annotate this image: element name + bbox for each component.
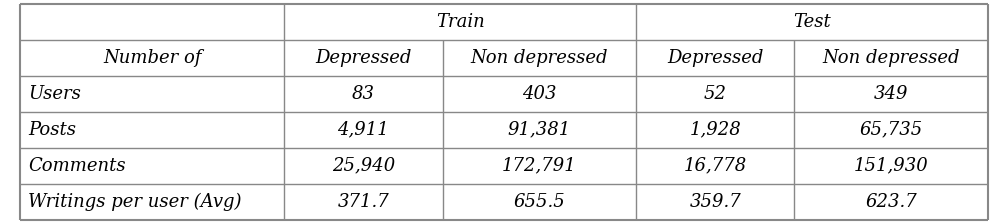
Text: 16,778: 16,778 [683, 157, 747, 174]
Text: 623.7: 623.7 [865, 193, 917, 211]
Text: 4,911: 4,911 [338, 121, 389, 139]
Text: Comments: Comments [28, 157, 126, 174]
Text: Non depressed: Non depressed [471, 49, 608, 67]
Text: 172,791: 172,791 [502, 157, 577, 174]
Text: 359.7: 359.7 [689, 193, 741, 211]
Text: 349: 349 [874, 85, 908, 103]
Text: 25,940: 25,940 [332, 157, 395, 174]
Text: Test: Test [793, 13, 831, 31]
Text: 52: 52 [704, 85, 727, 103]
Text: Writings per user (Avg): Writings per user (Avg) [28, 192, 242, 211]
Text: Depressed: Depressed [316, 49, 411, 67]
Text: 1,928: 1,928 [689, 121, 741, 139]
Text: Number of: Number of [103, 49, 202, 67]
Text: 151,930: 151,930 [854, 157, 928, 174]
Text: 91,381: 91,381 [508, 121, 571, 139]
Text: Depressed: Depressed [667, 49, 763, 67]
Text: 371.7: 371.7 [338, 193, 389, 211]
Text: 83: 83 [352, 85, 375, 103]
Text: Users: Users [28, 85, 81, 103]
Text: 655.5: 655.5 [513, 193, 565, 211]
Text: 403: 403 [522, 85, 556, 103]
Text: 65,735: 65,735 [860, 121, 922, 139]
Text: Posts: Posts [28, 121, 77, 139]
Text: Non depressed: Non depressed [823, 49, 960, 67]
Text: Train: Train [435, 13, 485, 31]
